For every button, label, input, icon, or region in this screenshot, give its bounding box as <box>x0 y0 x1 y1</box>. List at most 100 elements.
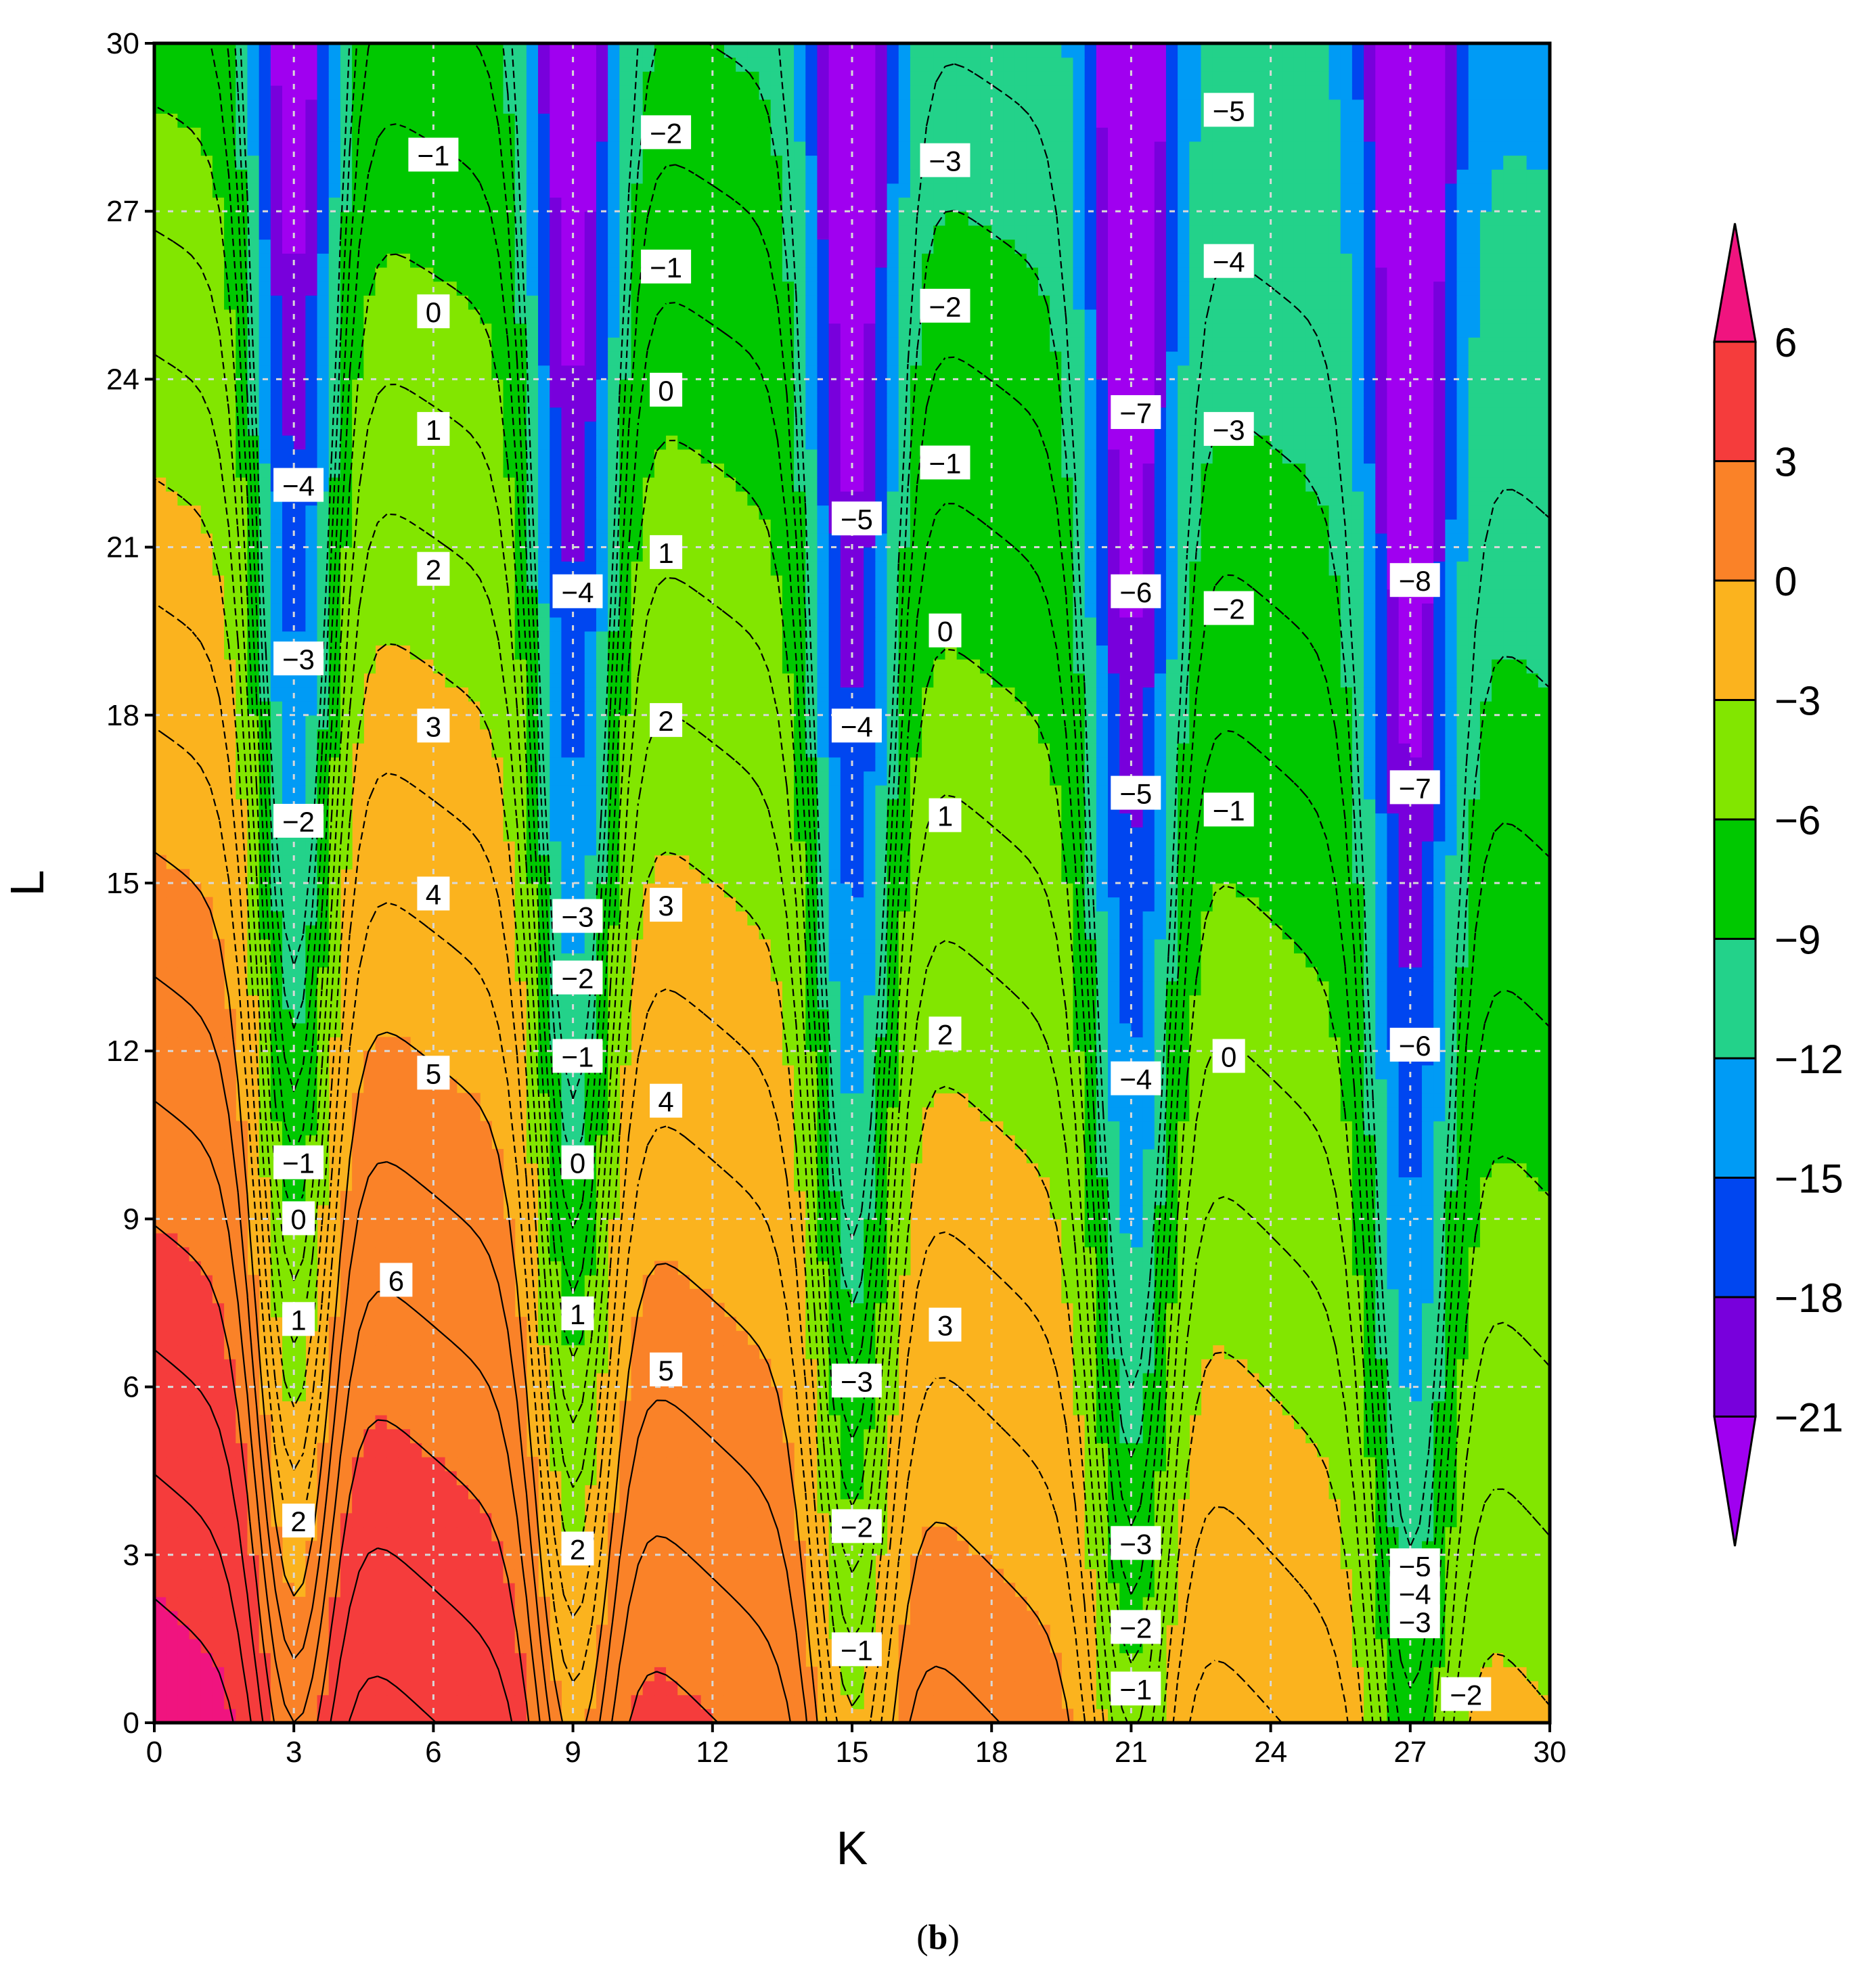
contour-cell <box>619 1022 632 1038</box>
contour-cell <box>1282 1386 1295 1401</box>
contour-cell <box>224 1457 236 1472</box>
contour-cell <box>1515 967 1527 982</box>
contour-cell <box>236 1386 248 1401</box>
contour-cell <box>1340 1499 1353 1514</box>
contour-cell <box>1445 1485 1458 1499</box>
contour-cell <box>1282 1330 1295 1346</box>
contour-cell <box>689 1470 702 1485</box>
contour-cell <box>200 1219 213 1234</box>
contour-cell <box>1410 1499 1423 1514</box>
contour-cell <box>1515 1443 1527 1458</box>
contour-cell <box>1119 1037 1132 1052</box>
contour-cell <box>1212 1162 1225 1177</box>
contour-cell <box>991 939 1004 954</box>
contour-cell <box>410 1638 422 1654</box>
contour-cell <box>1154 1009 1167 1024</box>
contour-cell <box>189 1022 202 1038</box>
contour-cell <box>794 1610 806 1625</box>
contour-cell <box>514 1667 527 1681</box>
contour-cell <box>1305 1106 1318 1122</box>
contour-cell <box>840 1064 853 1080</box>
contour-cell <box>445 1093 457 1108</box>
contour-cell <box>480 1303 492 1317</box>
contour-cell <box>154 1037 166 1052</box>
contour-cell <box>1247 1233 1260 1248</box>
contour-cell <box>736 1414 748 1430</box>
contour-cell <box>212 1288 225 1304</box>
contour-cell <box>700 1428 713 1443</box>
contour-cell <box>1492 953 1504 968</box>
contour-cell <box>933 995 946 1010</box>
contour-cell <box>375 1204 388 1219</box>
contour-cell <box>456 1148 469 1164</box>
contour-cell <box>1364 953 1376 968</box>
contour-cell <box>712 1596 725 1612</box>
contour-cell <box>1293 1261 1306 1275</box>
contour-cell <box>596 1079 608 1093</box>
contour-cell <box>1142 1709 1155 1723</box>
contour-cell <box>864 1485 876 1499</box>
contour-cell <box>166 1694 178 1709</box>
contour-cell <box>375 1583 388 1598</box>
contour-cell <box>1479 1568 1492 1583</box>
contour-cell <box>700 1470 713 1485</box>
contour-cell <box>468 1625 481 1640</box>
contour-cell <box>1142 1009 1155 1024</box>
contour-cell <box>480 1177 492 1192</box>
contour-cell <box>1410 1694 1423 1709</box>
contour-cell <box>1479 1428 1492 1443</box>
contour-cell <box>1398 1219 1411 1234</box>
contour-cell <box>224 1303 236 1317</box>
contour-cell <box>1317 1275 1330 1290</box>
contour-cell <box>1282 1037 1295 1052</box>
contour-cell <box>480 1583 492 1598</box>
contour-cell <box>864 1051 876 1066</box>
contour-cell <box>480 1414 492 1430</box>
contour-cell <box>352 1527 364 1541</box>
contour-cell <box>1108 1233 1120 1248</box>
contour-cell <box>189 1148 202 1164</box>
contour-cell <box>1189 1288 1202 1304</box>
contour-cell <box>328 1610 341 1625</box>
contour-cell <box>352 1625 364 1640</box>
contour-cell <box>1014 967 1027 982</box>
contour-cell <box>282 1093 294 1108</box>
contour-cell <box>236 1457 248 1472</box>
contour-cell <box>1398 1079 1411 1093</box>
contour-cell <box>910 1009 922 1024</box>
contour-cell <box>1084 1106 1097 1122</box>
contour-cell <box>526 1485 539 1499</box>
contour-cell <box>363 1233 376 1248</box>
contour-cell <box>887 1330 899 1346</box>
contour-cell <box>1387 1191 1400 1206</box>
contour-cell <box>1154 1457 1167 1472</box>
contour-cell <box>514 1638 527 1654</box>
contour-cell <box>1282 1359 1295 1374</box>
contour-cell <box>700 1680 713 1696</box>
contour-cell <box>1492 1512 1504 1528</box>
contour-cell <box>700 1372 713 1388</box>
contour-cell <box>1328 1064 1341 1080</box>
contour-cell <box>166 1652 178 1667</box>
contour-cell <box>166 1288 178 1304</box>
contour-cell <box>340 1667 353 1681</box>
contour-cell <box>898 1667 911 1681</box>
contour-cell <box>386 1709 399 1723</box>
contour-cell <box>363 1330 376 1346</box>
contour-cell <box>805 1709 818 1723</box>
contour-cell <box>1003 1121 1016 1135</box>
contour-cell <box>1503 1457 1516 1472</box>
contour-cell <box>468 1457 481 1472</box>
contour-cell <box>991 1064 1004 1080</box>
contour-cell <box>840 1596 853 1612</box>
contour-cell <box>503 1512 516 1528</box>
contour-cell <box>177 1414 190 1430</box>
contour-cell <box>1165 1596 1178 1612</box>
contour-cell <box>1142 1457 1155 1472</box>
contour-cell <box>1061 1106 1074 1122</box>
contour-cell <box>712 1554 725 1570</box>
contour-cell <box>1305 1009 1318 1024</box>
contour-cell <box>1352 1372 1364 1388</box>
contour-cell <box>1189 1009 1202 1024</box>
contour-cell <box>1364 1610 1376 1625</box>
